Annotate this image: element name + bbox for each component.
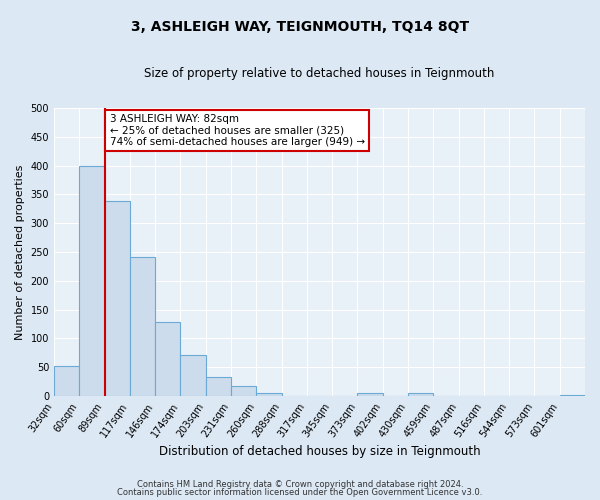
Y-axis label: Number of detached properties: Number of detached properties bbox=[15, 164, 25, 340]
Text: Contains public sector information licensed under the Open Government Licence v3: Contains public sector information licen… bbox=[118, 488, 482, 497]
Bar bbox=[408, 393, 433, 396]
Title: Size of property relative to detached houses in Teignmouth: Size of property relative to detached ho… bbox=[145, 68, 495, 80]
Bar bbox=[104, 202, 130, 396]
Text: Contains HM Land Registry data © Crown copyright and database right 2024.: Contains HM Land Registry data © Crown c… bbox=[137, 480, 463, 489]
Bar bbox=[130, 256, 155, 396]
X-axis label: Distribution of detached houses by size in Teignmouth: Distribution of detached houses by size … bbox=[159, 444, 481, 458]
Bar bbox=[231, 386, 256, 396]
Bar bbox=[54, 366, 79, 396]
Bar bbox=[79, 166, 104, 396]
Bar bbox=[206, 376, 231, 396]
Text: 3, ASHLEIGH WAY, TEIGNMOUTH, TQ14 8QT: 3, ASHLEIGH WAY, TEIGNMOUTH, TQ14 8QT bbox=[131, 20, 469, 34]
Bar bbox=[181, 355, 206, 396]
Text: 3 ASHLEIGH WAY: 82sqm
← 25% of detached houses are smaller (325)
74% of semi-det: 3 ASHLEIGH WAY: 82sqm ← 25% of detached … bbox=[110, 114, 365, 147]
Bar bbox=[155, 322, 181, 396]
Bar bbox=[358, 393, 383, 396]
Bar bbox=[256, 392, 281, 396]
Bar bbox=[560, 395, 585, 396]
